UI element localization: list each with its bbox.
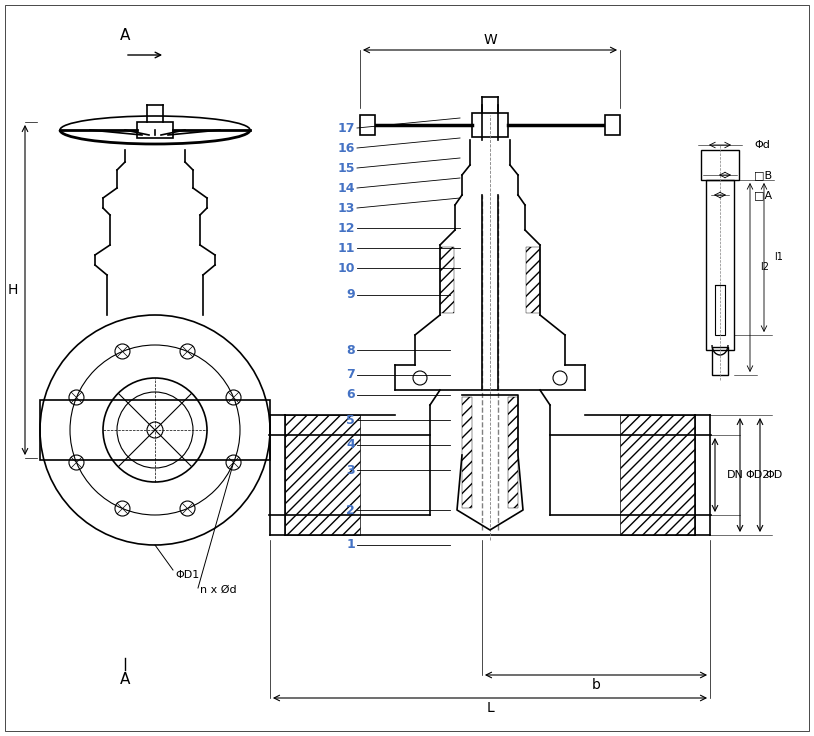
Bar <box>526 247 540 313</box>
Text: b: b <box>592 678 601 692</box>
Text: DN: DN <box>727 470 744 480</box>
Bar <box>715 285 725 335</box>
Text: 6: 6 <box>347 389 355 402</box>
Text: 1: 1 <box>346 539 355 551</box>
Text: H: H <box>8 283 18 297</box>
Text: 8: 8 <box>347 344 355 356</box>
Text: □B: □B <box>754 170 772 180</box>
Text: 9: 9 <box>347 289 355 302</box>
Text: 17: 17 <box>338 121 355 135</box>
Text: 12: 12 <box>338 222 355 235</box>
Text: A: A <box>120 673 130 687</box>
Bar <box>285 415 360 535</box>
Bar <box>712 347 728 375</box>
Bar <box>701 150 739 180</box>
Bar <box>706 180 734 350</box>
Bar <box>360 115 375 135</box>
Text: 13: 13 <box>338 202 355 214</box>
Text: 7: 7 <box>346 369 355 381</box>
Bar <box>605 115 620 135</box>
Text: 14: 14 <box>338 182 355 194</box>
Text: 11: 11 <box>338 241 355 255</box>
Text: n x Ød: n x Ød <box>200 585 237 595</box>
Text: 15: 15 <box>338 161 355 174</box>
Text: ΦD: ΦD <box>765 470 782 480</box>
Bar <box>40 400 270 460</box>
Text: □A: □A <box>754 190 772 200</box>
Text: A: A <box>120 27 130 43</box>
Text: L: L <box>486 701 494 715</box>
Text: 10: 10 <box>338 261 355 275</box>
Text: 16: 16 <box>338 141 355 155</box>
Bar <box>137 122 173 138</box>
Text: ΦD2: ΦD2 <box>745 470 769 480</box>
Text: W: W <box>484 33 497 47</box>
Text: 3: 3 <box>347 464 355 476</box>
Bar <box>508 397 518 508</box>
Bar <box>472 113 508 137</box>
Text: 2: 2 <box>346 503 355 517</box>
Text: l2: l2 <box>760 263 769 272</box>
Text: Φd: Φd <box>754 140 770 150</box>
Text: 5: 5 <box>346 414 355 426</box>
Text: ΦD1: ΦD1 <box>175 570 199 580</box>
Bar <box>620 415 695 535</box>
Text: 4: 4 <box>346 439 355 451</box>
Bar <box>462 397 472 508</box>
Text: l1: l1 <box>774 252 783 263</box>
Bar <box>440 247 454 313</box>
